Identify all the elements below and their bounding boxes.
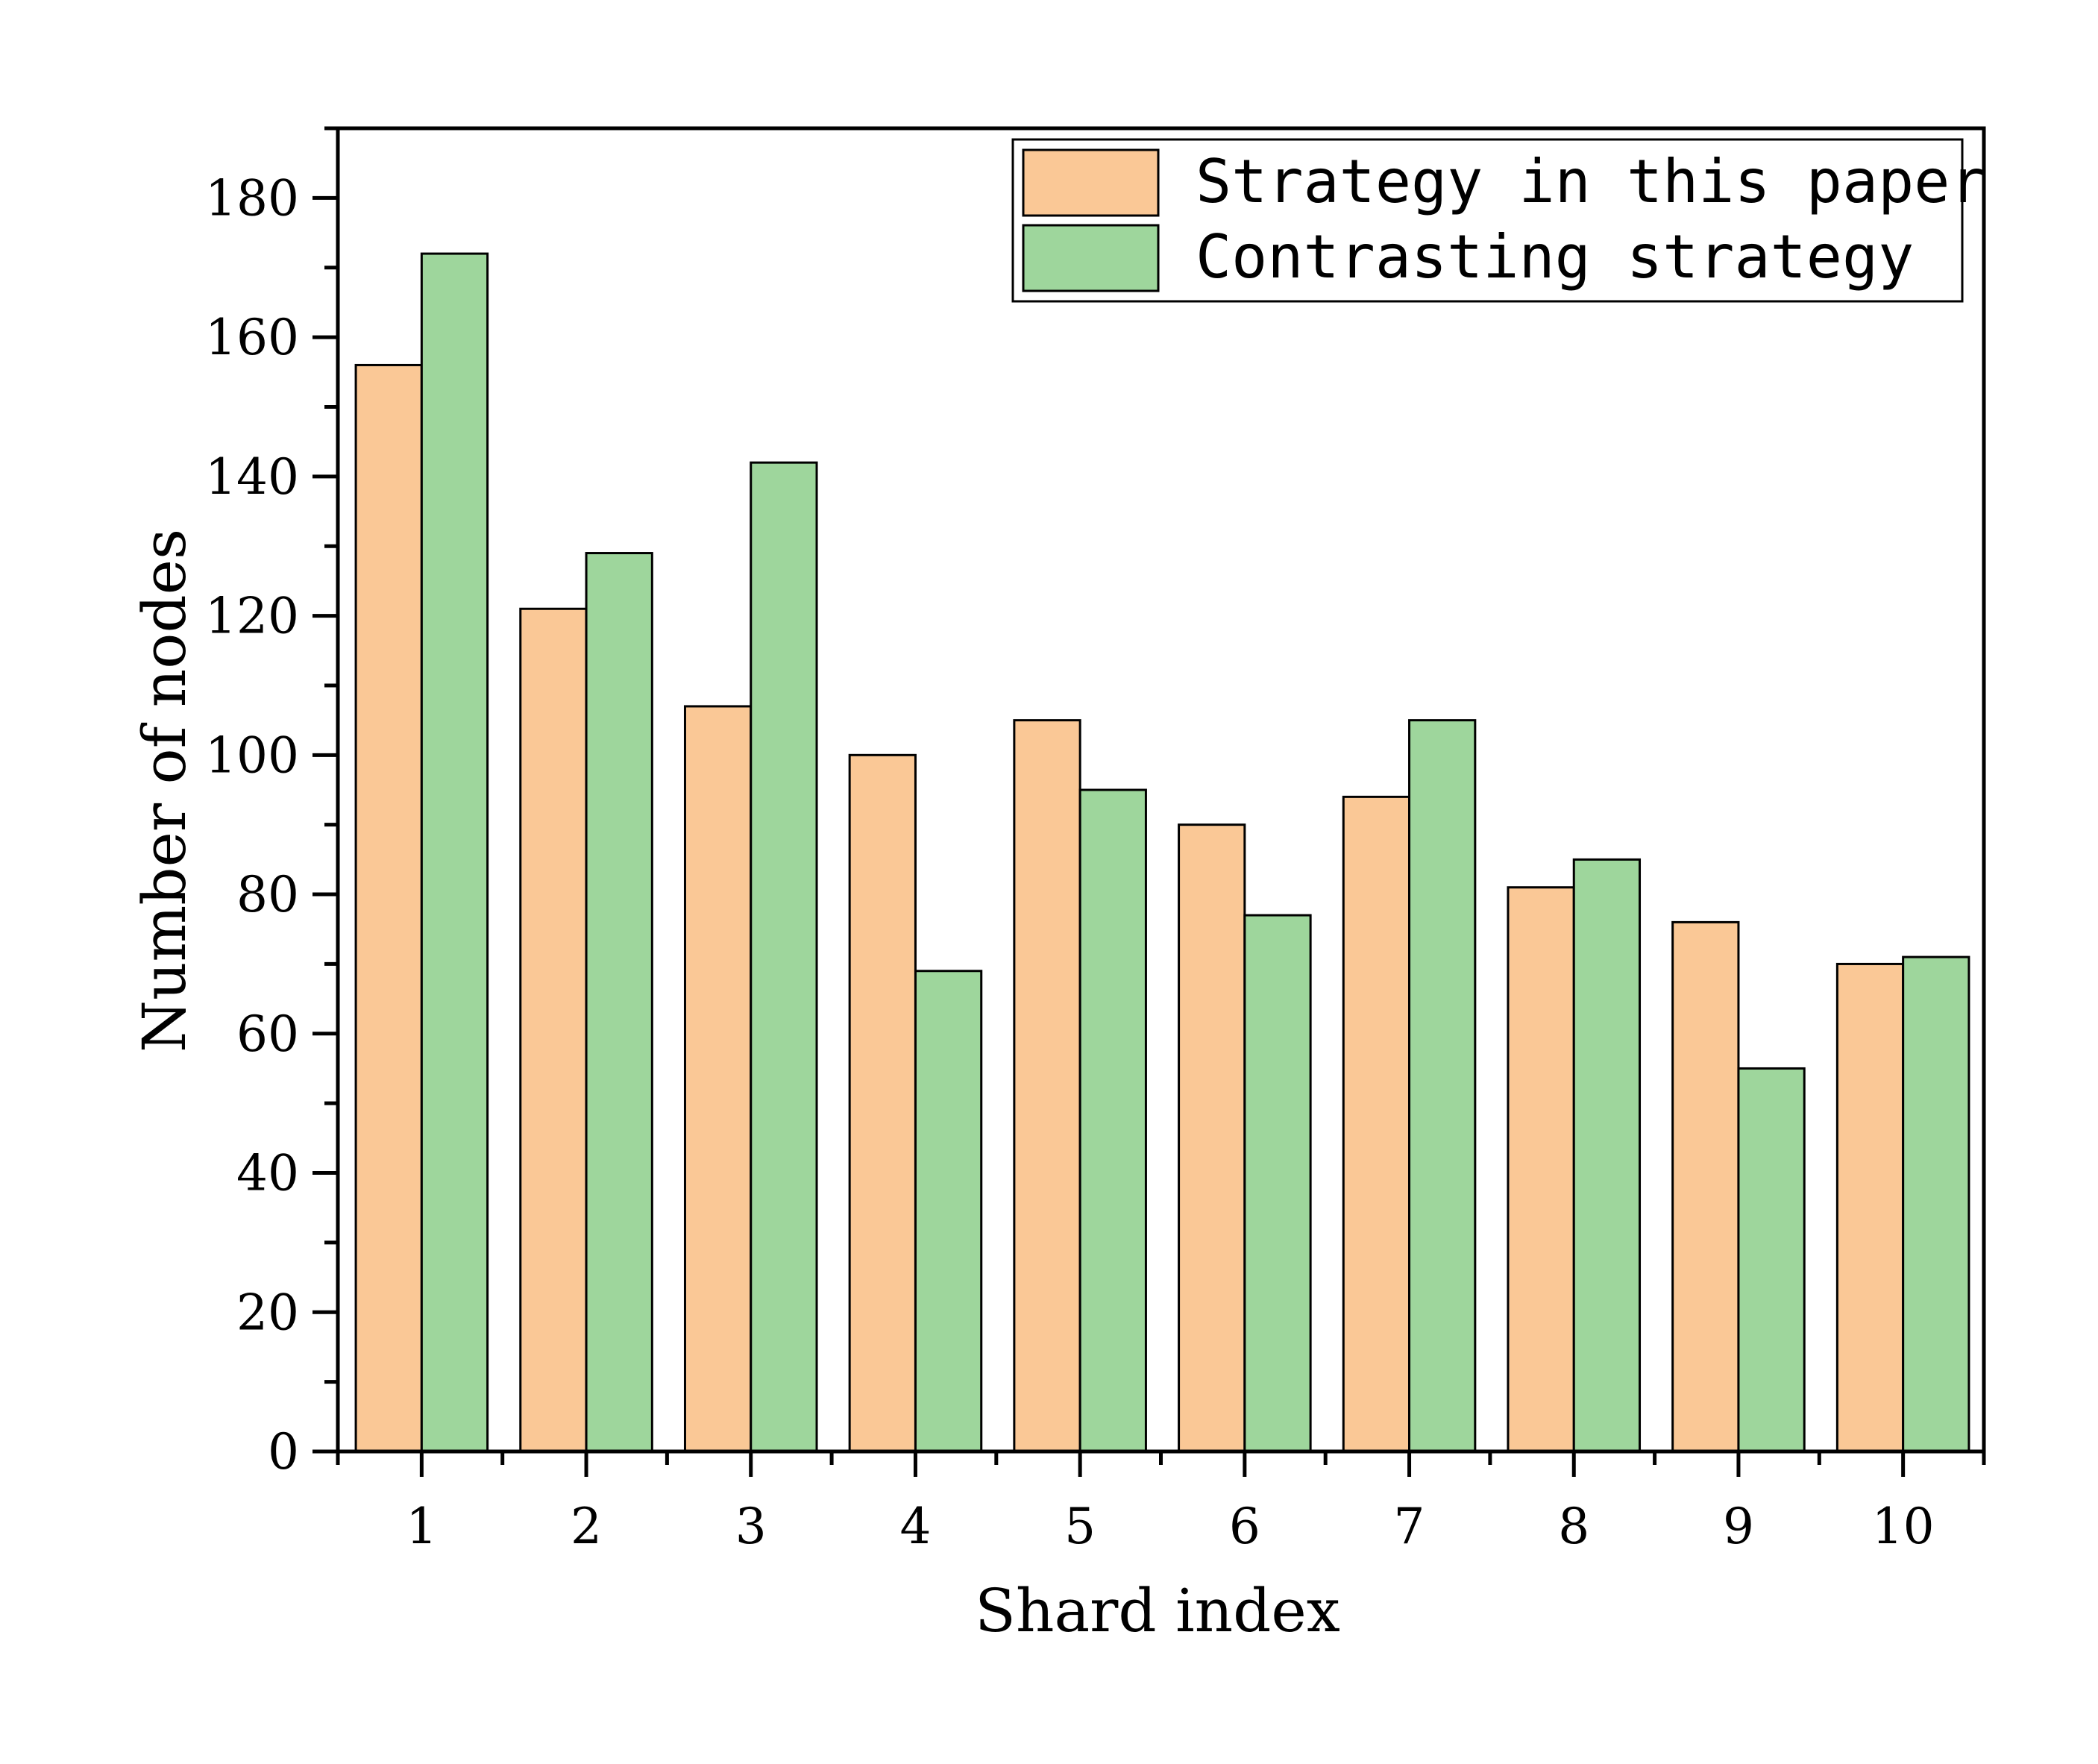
x-tick-label: 5 [1064, 1498, 1096, 1555]
y-tick-label: 160 [205, 309, 299, 366]
y-tick-label: 180 [205, 169, 299, 227]
x-tick-label: 4 [899, 1498, 931, 1555]
bar-series2-6 [1243, 914, 1312, 1453]
bar-series2-5 [1078, 788, 1147, 1453]
legend-swatch-2 [1022, 224, 1160, 292]
bar-series2-1 [420, 252, 489, 1453]
legend-box [1011, 138, 1964, 303]
x-tick-label: 1 [406, 1498, 437, 1555]
bars-layer [354, 252, 1970, 1453]
y-tick-label: 80 [236, 866, 299, 923]
legend-swatch-1 [1022, 148, 1160, 217]
y-tick-label: 20 [236, 1284, 299, 1341]
y-tick-label: 40 [236, 1145, 299, 1202]
y-tick-label: 100 [205, 726, 299, 784]
x-tick-label: 8 [1558, 1498, 1589, 1555]
y-tick-label: 0 [268, 1423, 299, 1481]
bar-series1-10 [1835, 962, 1905, 1453]
bar-series2-10 [1902, 955, 1970, 1453]
x-tick-label: 9 [1723, 1498, 1754, 1555]
x-tick-label: 7 [1394, 1498, 1425, 1555]
y-tick-label: 60 [236, 1005, 299, 1063]
x-tick-label: 2 [571, 1498, 602, 1555]
legend-label-2: Contrasting strategy [1196, 222, 1914, 292]
labels-layer: Shard index Number of nodes 0 20 40 60 80 100… [130, 169, 1935, 1645]
bar-series1-2 [519, 607, 588, 1453]
bar-series1-1 [354, 363, 423, 1453]
bar-series2-4 [914, 970, 983, 1453]
y-axis-title: Number of nodes [130, 529, 199, 1052]
bar-series2-8 [1572, 858, 1642, 1453]
y-tick-label: 120 [205, 588, 299, 645]
bar-series2-7 [1408, 719, 1477, 1453]
y-tick-label: 140 [205, 448, 299, 506]
bar-series2-9 [1737, 1067, 1806, 1453]
bar-series1-4 [848, 753, 917, 1453]
x-tick-label: 6 [1229, 1498, 1260, 1555]
bar-series1-3 [683, 705, 753, 1453]
bar-series2-3 [750, 461, 818, 1453]
bar-series1-5 [1013, 719, 1081, 1453]
bar-series1-6 [1178, 823, 1246, 1453]
bar-series2-2 [585, 552, 653, 1453]
x-tick-label: 10 [1872, 1498, 1935, 1555]
legend-label-1: Strategy in this paper [1196, 147, 1986, 216]
bar-series1-9 [1671, 920, 1740, 1453]
bar-series1-8 [1507, 886, 1575, 1453]
bar-series1-7 [1342, 795, 1411, 1453]
x-axis-title: Shard index [975, 1576, 1340, 1645]
axes-layer [312, 126, 1986, 1477]
x-tick-label: 3 [735, 1498, 767, 1555]
